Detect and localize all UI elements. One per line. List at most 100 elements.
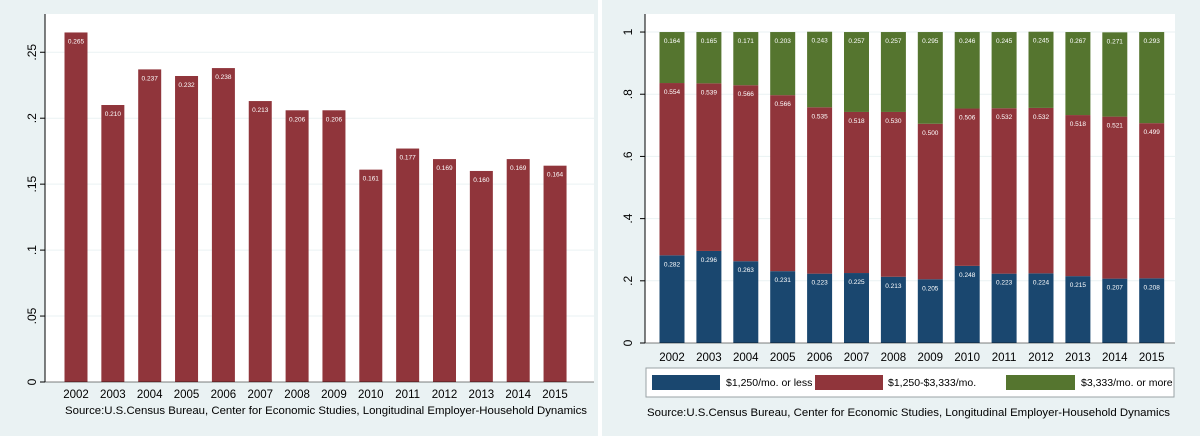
- bar-segment-low-wage-2012: [1028, 273, 1054, 343]
- bar-2002: [64, 32, 88, 383]
- segment-value-label-mid-wage-2007: 0.518: [848, 118, 865, 125]
- bar-segment-mid-wage-2011: [991, 108, 1017, 274]
- legend-label-high-wage: $3,333/mo. or more: [1081, 377, 1173, 389]
- bar-segment-mid-wage-2004: [733, 85, 759, 262]
- segment-value-label-low-wage-2006: 0.223: [811, 280, 828, 287]
- bar-value-label-2002: 0.265: [68, 38, 85, 45]
- segment-value-label-low-wage-2008: 0.213: [885, 283, 902, 290]
- x-tick-label-2003: 2003: [696, 352, 722, 364]
- y-tick-label: .25: [25, 44, 39, 61]
- bar-2013: [469, 170, 493, 382]
- legend-swatch-mid-wage: [815, 375, 883, 390]
- x-tick-label-2007: 2007: [844, 352, 870, 364]
- legend-label-mid-wage: $1,250-$3,333/mo.: [888, 377, 976, 389]
- segment-value-label-low-wage-2005: 0.231: [775, 277, 792, 284]
- left-plot-area: [45, 14, 594, 382]
- bar-segment-mid-wage-2008: [880, 111, 906, 277]
- segment-value-label-high-wage-2007: 0.257: [848, 38, 865, 45]
- bar-segment-mid-wage-2010: [954, 108, 980, 266]
- bar-segment-low-wage-2013: [1065, 276, 1091, 343]
- x-tick-label-2012: 2012: [1028, 352, 1054, 364]
- x-tick-label-2014: 2014: [505, 389, 531, 401]
- bar-value-label-2004: 0.237: [142, 75, 159, 82]
- bar-segment-mid-wage-2005: [770, 95, 796, 272]
- segment-value-label-high-wage-2009: 0.295: [922, 38, 939, 45]
- segment-value-label-mid-wage-2002: 0.554: [664, 89, 681, 96]
- segment-value-label-low-wage-2015: 0.208: [1144, 284, 1161, 291]
- bar-segment-low-wage-2011: [991, 273, 1017, 343]
- bar-segment-high-wage-2005: [770, 32, 796, 96]
- segment-value-label-mid-wage-2010: 0.506: [959, 115, 976, 122]
- bar-2012: [433, 159, 456, 382]
- segment-value-label-mid-wage-2009: 0.500: [922, 130, 939, 137]
- bar-value-label-2008: 0.206: [289, 116, 306, 123]
- legend: $1,250/mo. or less $1,250-$3,333/mo. $3,…: [645, 367, 1175, 398]
- bar-segment-low-wage-2004: [733, 261, 759, 343]
- y-tick-label: .4: [621, 213, 635, 223]
- bar-2009: [322, 110, 346, 382]
- segment-value-label-mid-wage-2008: 0.530: [885, 118, 902, 125]
- bar-segment-low-wage-2010: [954, 265, 980, 343]
- x-tick-label-2014: 2014: [1102, 352, 1128, 364]
- legend-swatch-high-wage: [1006, 375, 1075, 390]
- segment-value-label-mid-wage-2006: 0.535: [811, 113, 828, 120]
- x-tick-label-2010: 2010: [358, 389, 384, 401]
- segment-value-label-high-wage-2012: 0.245: [1033, 38, 1050, 45]
- segment-value-label-high-wage-2004: 0.171: [738, 38, 755, 45]
- bar-value-label-2014: 0.169: [510, 165, 527, 172]
- bar-2014: [506, 159, 530, 382]
- segment-value-label-low-wage-2010: 0.248: [959, 272, 976, 279]
- x-tick-label-2013: 2013: [469, 389, 495, 401]
- x-tick-label-2011: 2011: [395, 389, 420, 401]
- segment-value-label-low-wage-2014: 0.207: [1107, 285, 1124, 292]
- bar-segment-high-wage-2008: [880, 32, 906, 112]
- segment-value-label-mid-wage-2013: 0.518: [1070, 121, 1087, 128]
- bar-value-label-2013: 0.160: [473, 177, 490, 184]
- bar-segment-low-wage-2008: [880, 276, 906, 343]
- bar-2008: [285, 110, 309, 382]
- bar-segment-mid-wage-2009: [917, 123, 943, 280]
- y-tick-label: .2: [621, 275, 635, 285]
- y-tick-label: .05: [25, 307, 39, 324]
- segment-value-label-high-wage-2014: 0.271: [1107, 38, 1124, 45]
- bar-segment-low-wage-2002: [659, 255, 685, 343]
- segment-value-label-high-wage-2011: 0.245: [996, 38, 1013, 45]
- bar-segment-high-wage-2004: [733, 32, 759, 86]
- x-tick-label-2012: 2012: [432, 389, 458, 401]
- x-tick-label-2015: 2015: [1139, 352, 1165, 364]
- legend-swatch-low-wage: [652, 375, 720, 390]
- bar-segment-mid-wage-2006: [807, 107, 833, 274]
- bar-2011: [396, 148, 420, 382]
- right-source-note: Source:U.S.Census Bureau, Center for Eco…: [647, 407, 1171, 419]
- bar-2015: [543, 165, 567, 382]
- segment-value-label-high-wage-2006: 0.243: [811, 38, 828, 45]
- bar-value-label-2005: 0.232: [178, 82, 195, 89]
- bar-segment-high-wage-2013: [1065, 32, 1091, 116]
- bar-segment-high-wage-2010: [954, 32, 980, 109]
- bar-segment-low-wage-2014: [1102, 278, 1128, 343]
- bar-segment-low-wage-2006: [807, 273, 833, 343]
- bar-segment-mid-wage-2014: [1102, 116, 1128, 279]
- segment-value-label-high-wage-2005: 0.203: [775, 38, 792, 45]
- segment-value-label-mid-wage-2012: 0.532: [1033, 114, 1050, 121]
- bar-segment-low-wage-2005: [770, 271, 796, 343]
- y-tick-label: 0: [621, 339, 635, 346]
- bar-value-label-2012: 0.169: [436, 165, 453, 172]
- bar-segment-low-wage-2007: [844, 273, 869, 343]
- bar-segment-mid-wage-2012: [1028, 107, 1054, 274]
- x-tick-label-2002: 2002: [63, 389, 89, 401]
- segment-value-label-mid-wage-2003: 0.539: [701, 89, 718, 96]
- segment-value-label-high-wage-2008: 0.257: [885, 38, 902, 45]
- x-tick-label-2008: 2008: [284, 389, 310, 401]
- x-tick-label-2013: 2013: [1065, 352, 1091, 364]
- segment-value-label-low-wage-2007: 0.225: [848, 279, 865, 286]
- bar-2004: [138, 69, 162, 382]
- y-tick-label: .8: [621, 89, 635, 99]
- bar-2005: [175, 75, 199, 382]
- bar-2006: [211, 68, 235, 382]
- bar-segment-high-wage-2014: [1102, 32, 1128, 117]
- segment-value-label-high-wage-2003: 0.165: [701, 38, 718, 45]
- segment-value-label-high-wage-2010: 0.246: [959, 38, 976, 45]
- bar-segment-high-wage-2011: [991, 32, 1017, 109]
